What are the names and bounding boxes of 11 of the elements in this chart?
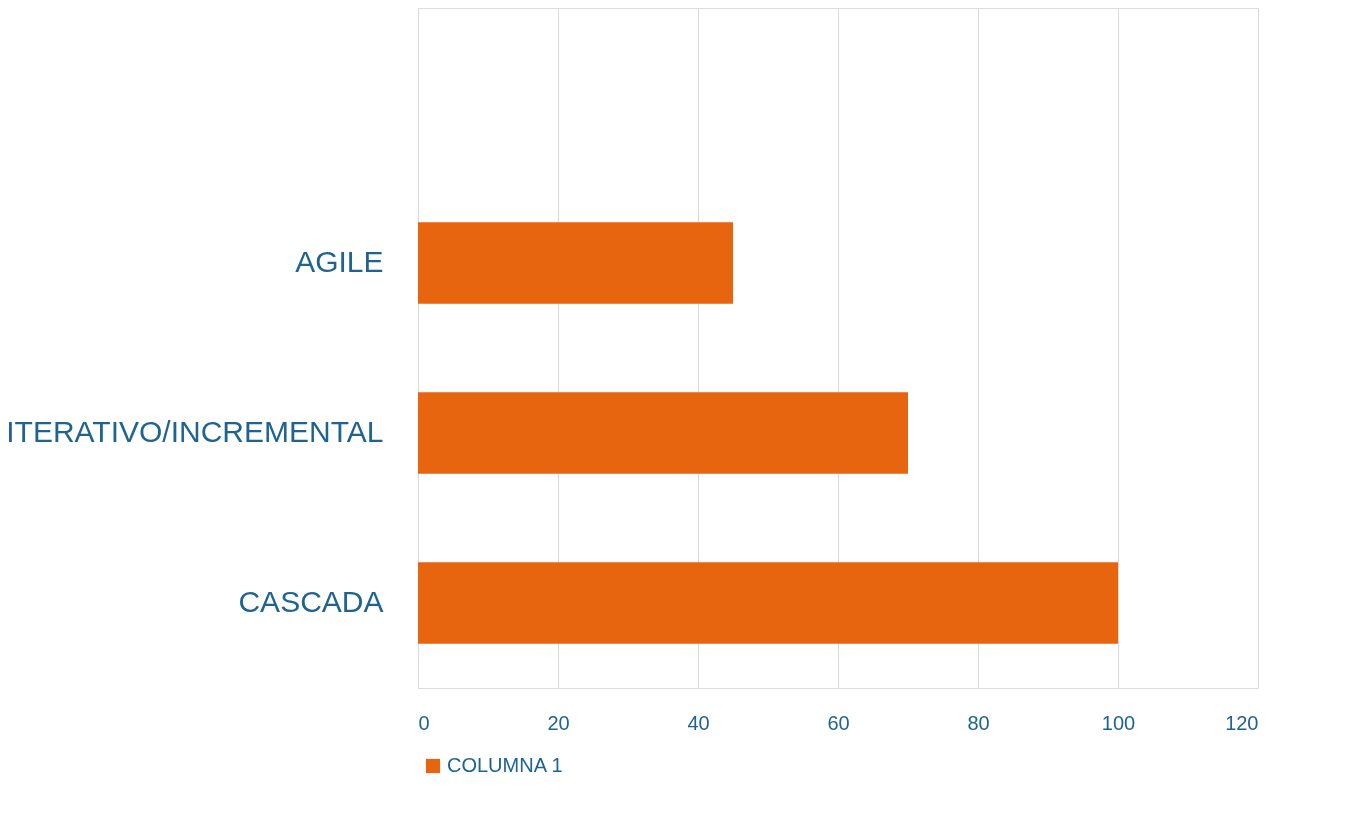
legend-label: COLUMNA 1	[447, 754, 563, 776]
x-tick-label: 40	[687, 711, 710, 734]
y-tick-label: ITERATIVO/INCREMENTAL	[6, 415, 384, 448]
x-tick-label: 80	[967, 711, 990, 734]
y-tick-label: CASCADA	[238, 585, 384, 618]
x-tick-label: 120	[1225, 711, 1259, 734]
x-tick-label: 0	[418, 711, 430, 734]
x-tick-label: 60	[827, 711, 850, 734]
y-tick-label: AGILE	[295, 245, 384, 278]
x-tick-label: 100	[1101, 711, 1136, 734]
x-tick-label: 20	[547, 711, 570, 734]
